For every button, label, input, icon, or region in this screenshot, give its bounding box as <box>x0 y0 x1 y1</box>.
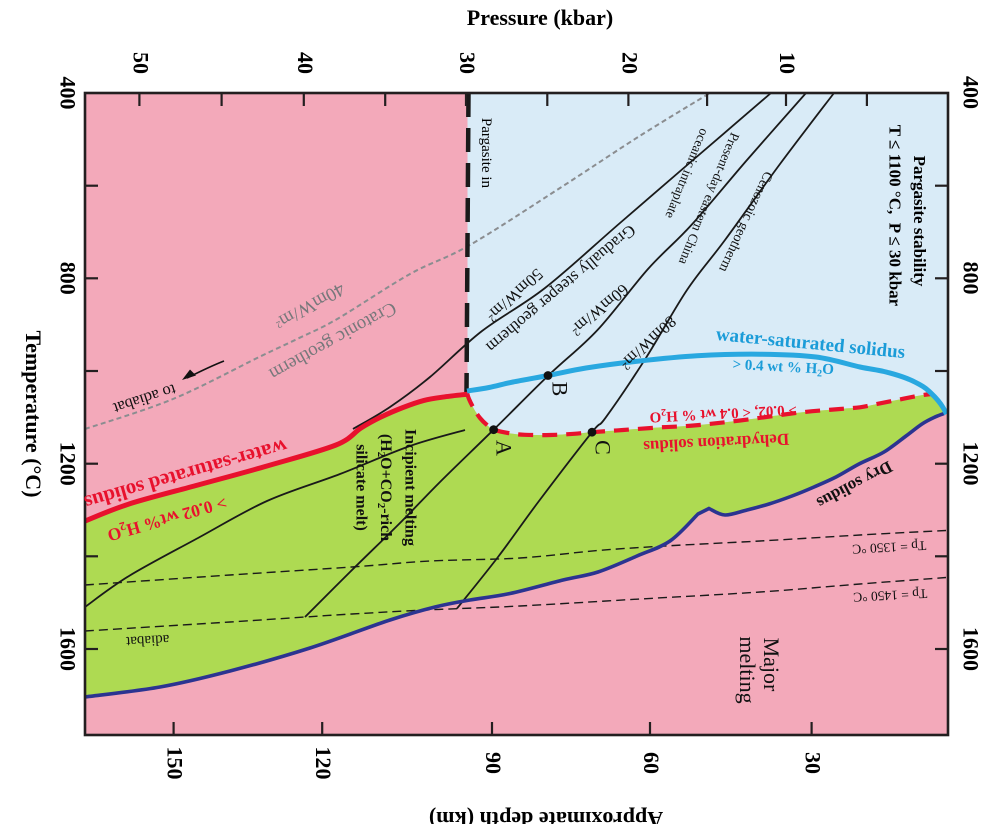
svg-text:(H2O+CO2-rich: (H2O+CO2-rich <box>375 434 394 541</box>
svg-text:50: 50 <box>128 52 153 74</box>
svg-text:melting: melting <box>735 636 760 703</box>
svg-text:400: 400 <box>959 76 984 109</box>
svg-text:C: C <box>591 440 616 455</box>
svg-text:1600: 1600 <box>56 627 81 671</box>
svg-text:150: 150 <box>163 747 188 780</box>
svg-text:Tp = 1350 °C: Tp = 1350 °C <box>852 538 927 557</box>
svg-text:adiabat: adiabat <box>125 631 170 649</box>
svg-text:1200: 1200 <box>56 442 81 486</box>
svg-text:40: 40 <box>293 52 318 74</box>
svg-text:T ≤ 1100 °C, P ≤ 30 kbar: T ≤ 1100 °C, P ≤ 30 kbar <box>886 125 905 307</box>
svg-text:800: 800 <box>56 262 81 295</box>
svg-text:Tp = 1450 °C: Tp = 1450 °C <box>853 586 928 605</box>
svg-text:800: 800 <box>959 262 984 295</box>
svg-text:Temperature (°C): Temperature (°C) <box>21 330 46 497</box>
svg-text:1200: 1200 <box>959 442 984 486</box>
svg-text:Pargasite in: Pargasite in <box>478 118 494 189</box>
svg-text:20: 20 <box>617 52 642 74</box>
svg-text:120: 120 <box>311 747 336 780</box>
svg-text:Approximate depth (km): Approximate depth (km) <box>429 807 663 824</box>
svg-text:Major: Major <box>759 638 784 692</box>
svg-text:400: 400 <box>56 77 81 110</box>
svg-text:A: A <box>492 440 517 456</box>
svg-text:Pargasite stability: Pargasite stability <box>910 156 929 287</box>
svg-text:silicate melt): silicate melt) <box>353 444 370 531</box>
svg-text:30: 30 <box>801 752 826 774</box>
svg-text:90: 90 <box>481 752 506 774</box>
svg-text:Incipient melting: Incipient melting <box>402 429 419 546</box>
svg-text:10: 10 <box>775 52 800 74</box>
svg-text:1600: 1600 <box>959 627 984 671</box>
svg-text:B: B <box>548 382 573 397</box>
svg-text:30: 30 <box>455 52 480 74</box>
svg-text:60: 60 <box>639 752 664 774</box>
svg-text:Pressure (kbar): Pressure (kbar) <box>467 5 613 30</box>
